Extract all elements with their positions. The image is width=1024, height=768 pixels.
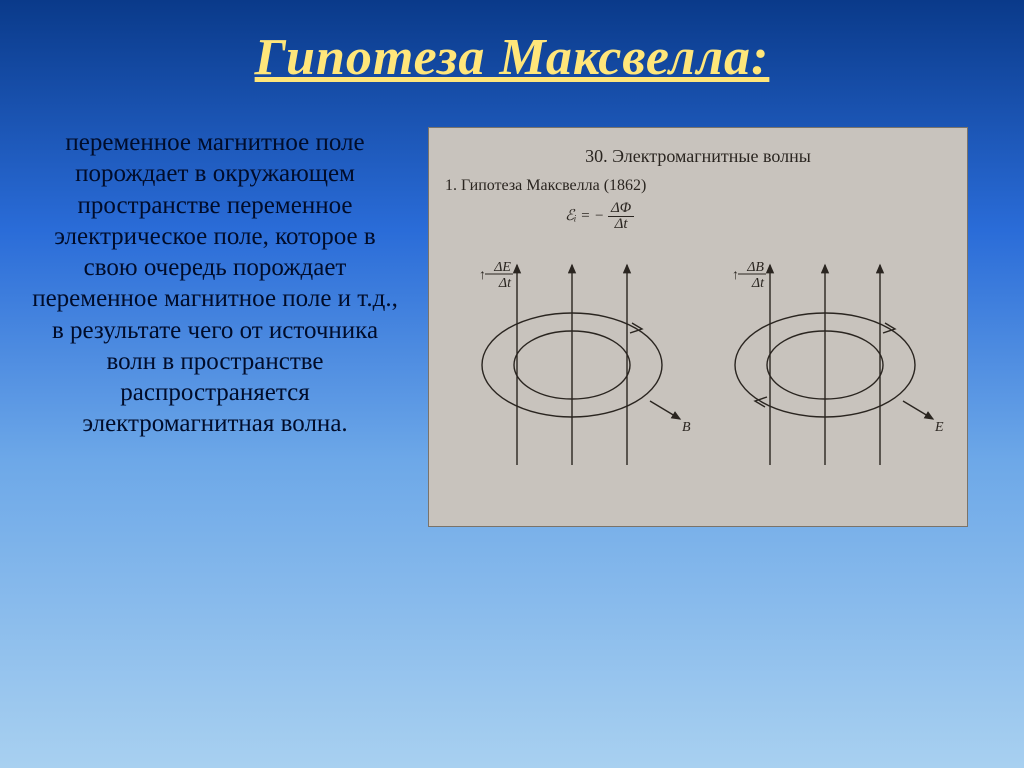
svg-text:Δt: Δt [497, 276, 511, 291]
diagram-right: ΔBΔt ↑ E⃗ [705, 250, 945, 480]
svg-text:ΔB: ΔB [746, 260, 764, 275]
svg-text:Δt: Δt [750, 276, 764, 291]
svg-text:B⃗: B⃗ [682, 420, 692, 435]
formula-lhs: ℰᵢ [565, 208, 576, 224]
formula-num: ΔΦ [608, 201, 634, 217]
figure-heading: 30. Электромагнитные волны [445, 146, 951, 167]
figure-panel: 30. Электромагнитные волны 1. Гипотеза М… [428, 127, 968, 527]
formula-eq: = − [580, 208, 604, 224]
figure-formula: ℰᵢ = − ΔΦ Δt [565, 201, 951, 232]
svg-text:ΔE: ΔE [493, 260, 511, 275]
svg-text:↑: ↑ [479, 268, 486, 283]
diagram-left: ΔEΔt ↑ B⃗ [452, 250, 692, 480]
figure-subheading: 1. Гипотеза Максвелла (1862) [445, 177, 951, 195]
content-row: переменное магнитное поле порождает в ок… [0, 87, 1024, 527]
formula-den: Δt [608, 217, 634, 232]
svg-text:↑: ↑ [732, 268, 739, 283]
diagram-row: ΔEΔt↑B⃗ ΔBΔt↑E⃗ [445, 242, 951, 480]
svg-text:E⃗: E⃗ [934, 420, 945, 435]
slide-title: Гипотеза Максвелла: [0, 0, 1024, 87]
body-text: переменное магнитное поле порождает в ок… [30, 127, 400, 527]
formula-fraction: ΔΦ Δt [608, 201, 634, 232]
